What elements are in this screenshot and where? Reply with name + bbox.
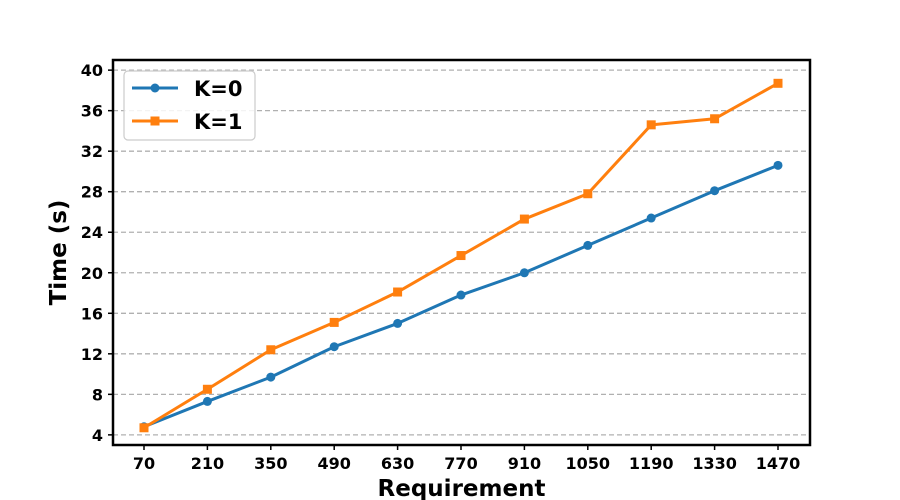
legend: K=0K=1 — [123, 70, 256, 141]
legend-label-1: K=1 — [194, 110, 242, 134]
x-tick-label: 210 — [191, 454, 224, 473]
x-tick-label: 1470 — [756, 454, 801, 473]
data-point-0-10 — [773, 160, 783, 170]
data-point-1-9 — [710, 114, 720, 124]
y-tick-label: 24 — [81, 223, 103, 242]
y-tick-label: 16 — [81, 304, 103, 323]
data-point-0-7 — [583, 240, 593, 250]
data-point-1-0 — [139, 423, 149, 433]
data-point-0-8 — [646, 213, 656, 223]
x-tick-label: 1190 — [629, 454, 674, 473]
legend-marker-0 — [150, 83, 160, 93]
data-point-1-3 — [329, 317, 339, 327]
x-axis-title: Requirement — [378, 476, 546, 500]
data-point-0-1 — [202, 396, 212, 406]
legend-label-0: K=0 — [194, 77, 242, 101]
data-point-0-9 — [710, 186, 720, 196]
data-point-0-6 — [519, 268, 529, 278]
data-point-1-5 — [456, 251, 466, 261]
data-point-1-7 — [583, 189, 593, 199]
data-point-1-4 — [393, 287, 403, 297]
x-tick-label: 1330 — [692, 454, 737, 473]
y-tick-label: 32 — [81, 142, 103, 161]
y-tick-label: 36 — [81, 102, 103, 121]
series-lines — [139, 78, 783, 433]
y-tick-label: 28 — [81, 183, 103, 202]
data-point-1-8 — [646, 120, 656, 130]
x-tick-label: 70 — [133, 454, 155, 473]
x-tick-label: 630 — [381, 454, 414, 473]
y-tick-label: 12 — [81, 345, 103, 364]
y-tick-label: 4 — [92, 426, 103, 445]
data-point-1-10 — [773, 78, 783, 88]
data-point-1-2 — [266, 345, 276, 355]
legend-marker-1 — [150, 116, 160, 126]
x-tick-label: 770 — [444, 454, 477, 473]
x-axis-ticks: 70 210 350 490 630 770 910 1050 1190 1330 1470 — [133, 445, 800, 473]
y-tick-label: 20 — [81, 264, 103, 283]
y-tick-label: 8 — [92, 385, 103, 404]
data-point-0-4 — [393, 318, 403, 328]
x-tick-label: 350 — [254, 454, 287, 473]
data-point-1-1 — [202, 384, 212, 394]
data-point-0-5 — [456, 290, 466, 300]
y-tick-label: 40 — [81, 61, 103, 80]
data-point-0-2 — [266, 372, 276, 382]
x-tick-label: 910 — [508, 454, 541, 473]
y-axis-ticks: 4 8 12 16 20 24 28 32 36 40 — [81, 61, 113, 445]
data-point-1-6 — [519, 214, 529, 224]
x-tick-label: 1050 — [566, 454, 611, 473]
data-point-0-3 — [329, 342, 339, 352]
x-tick-label: 490 — [317, 454, 350, 473]
y-axis-title: Time (s) — [46, 200, 72, 306]
